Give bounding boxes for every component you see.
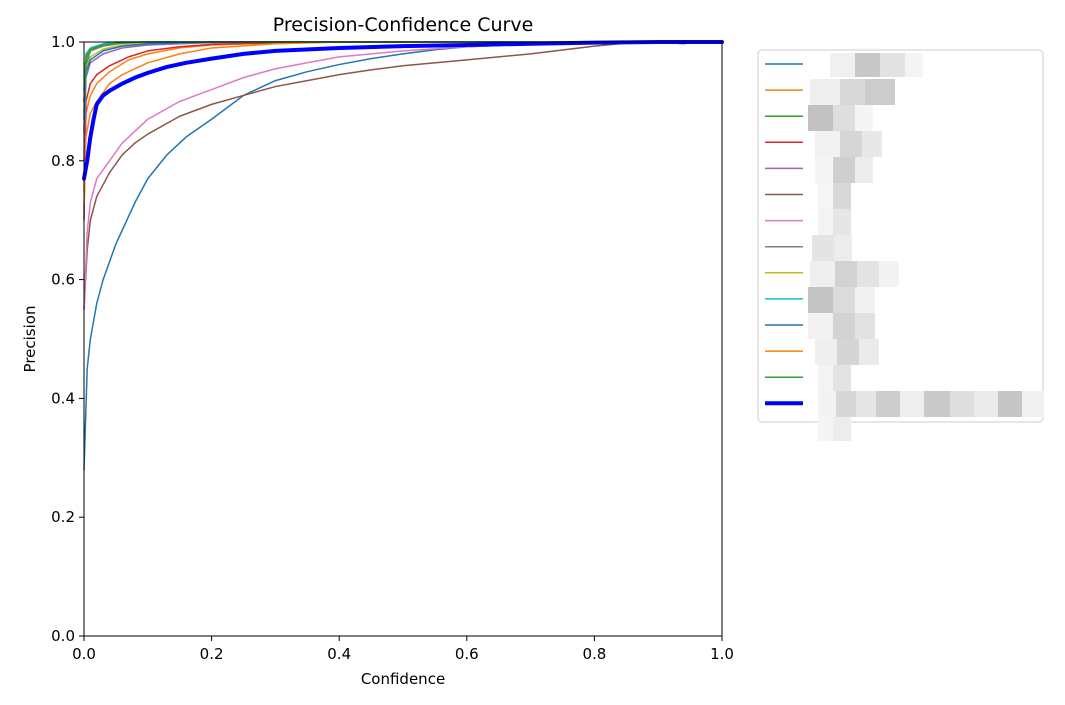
redaction-block [833,313,855,339]
x-tick-label: 0.2 [200,645,224,663]
x-axis-label: Confidence [361,670,445,688]
x-tick-label: 0.6 [455,645,479,663]
redaction-block [924,391,950,417]
redaction-block [815,339,837,365]
x-tick-label: 0.0 [72,645,96,663]
y-tick-label: 0.8 [51,152,75,170]
series-line-12 [83,41,723,210]
series-line-6 [83,41,723,311]
redaction-block [855,105,873,131]
redaction-block [810,261,835,287]
redaction-block [808,287,833,313]
redaction-block [855,313,875,339]
redaction-block [818,417,833,441]
redaction-block [900,391,924,417]
redaction-block [862,131,882,157]
redaction-block [833,183,851,209]
redaction-block [833,365,851,391]
series-line-14 [82,40,724,181]
redaction-block [859,339,879,365]
redaction-block [840,79,865,105]
y-tick-label: 0.4 [51,389,75,407]
legend [757,49,1044,441]
redaction-block [818,183,833,209]
legend-frame [757,49,1044,423]
y-axis: 0.0 0.2 0.4 0.6 0.8 1.0 [51,33,84,645]
x-tick-label: 1.0 [710,645,734,663]
redaction-block [998,391,1022,417]
redaction-block [808,105,833,131]
redaction-block [879,261,899,287]
redaction-block [974,391,998,417]
redaction-block [856,391,876,417]
redaction-block [855,287,875,313]
y-tick-label: 0.2 [51,508,75,526]
redaction-block [950,391,974,417]
x-tick-label: 0.4 [327,645,351,663]
redaction-block [836,391,856,417]
redaction-block [815,131,840,157]
redaction-block [837,339,859,365]
legend-label-redaction [808,53,1044,441]
redaction-block [834,235,852,261]
x-tick-label: 0.8 [582,645,606,663]
redaction-block [855,53,880,77]
plot-area [82,40,724,637]
legend-entries [765,63,803,406]
redaction-block [833,105,855,131]
redaction-block [855,157,873,183]
y-axis-label: Precision [21,306,39,373]
y-tick-label: 0.0 [51,627,75,645]
redaction-block [818,365,833,391]
redaction-block [840,131,862,157]
redaction-block [818,209,833,235]
redaction-block [833,417,851,441]
redaction-block [835,261,857,287]
redaction-block [1022,391,1044,417]
redaction-block [815,157,833,183]
plot-frame [83,41,723,637]
redaction-block [905,53,923,77]
redaction-block [833,287,855,313]
chart-title: Precision-Confidence Curve [273,14,534,36]
redaction-block [857,261,879,287]
redaction-block [818,391,836,417]
redaction-block [833,157,855,183]
redaction-block [865,79,895,105]
x-axis: 0.0 0.2 0.4 0.6 0.8 1.0 [72,636,734,663]
y-tick-label: 1.0 [51,33,75,51]
redaction-block [808,313,833,339]
redaction-block [810,79,840,105]
plot-background [84,42,722,636]
redaction-block [812,235,834,261]
y-tick-label: 0.6 [51,271,75,289]
redaction-block [876,391,900,417]
redaction-block [830,53,855,77]
redaction-block [880,53,905,77]
redaction-block [833,209,851,235]
